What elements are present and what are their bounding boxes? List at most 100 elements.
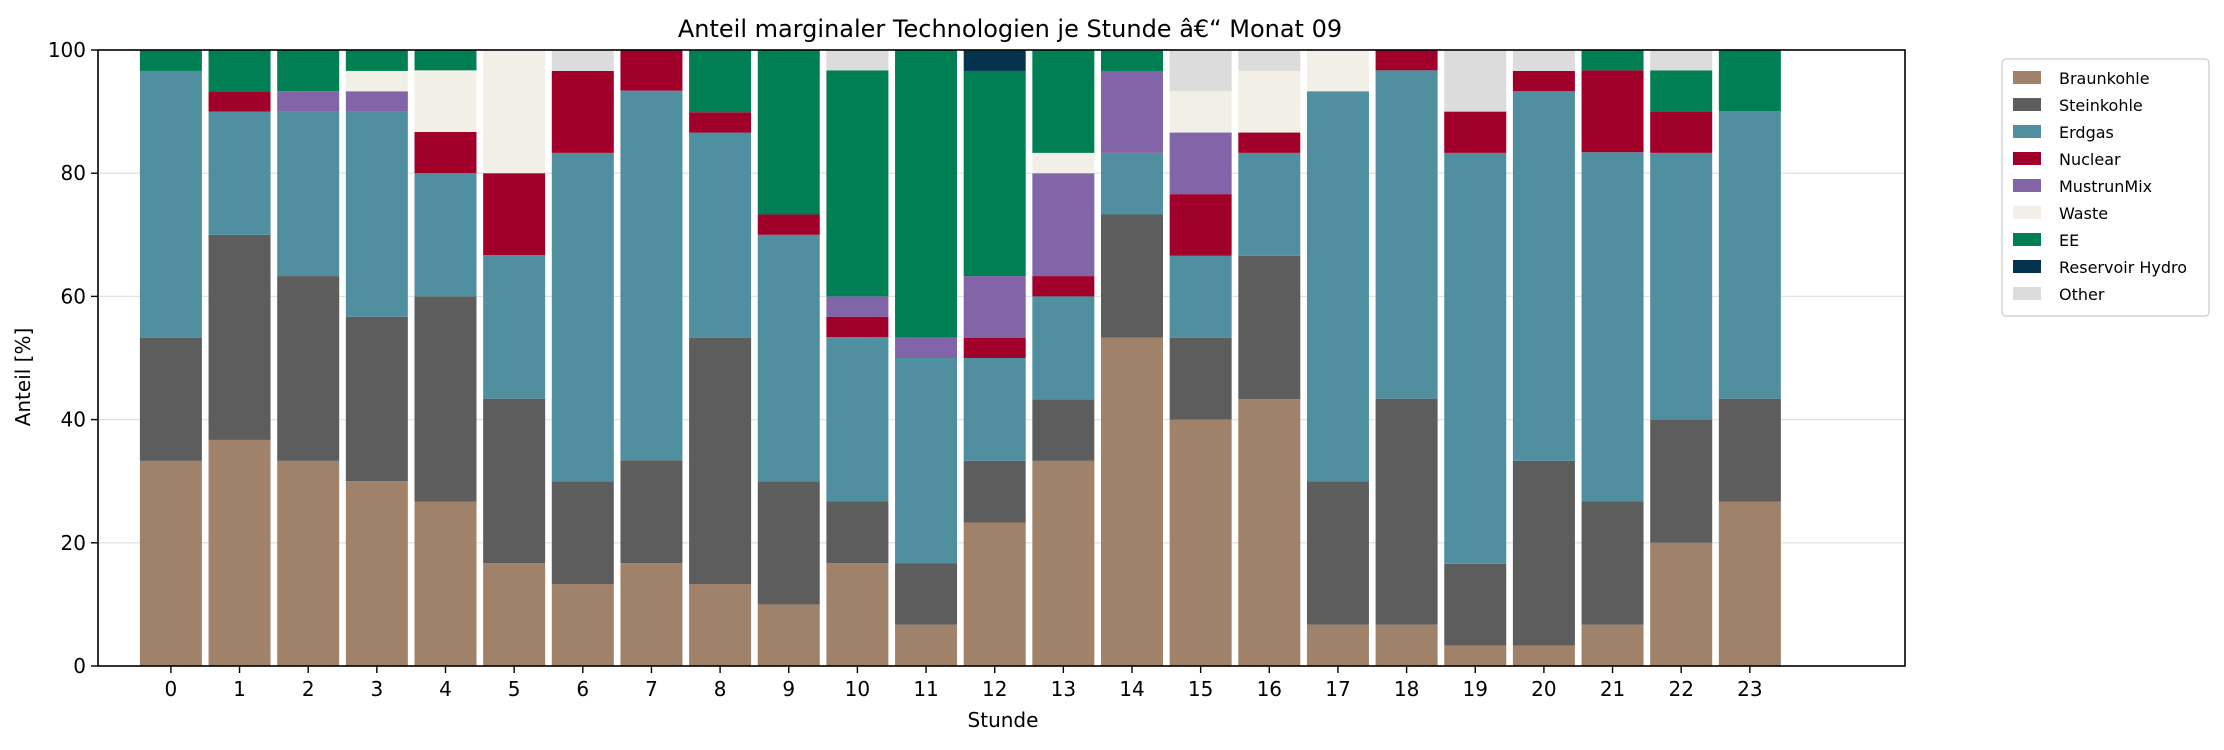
bar-segment [895, 563, 958, 625]
x-tick-label: 21 [1600, 677, 1625, 701]
bar-segment [1650, 111, 1713, 153]
bar-segment [277, 50, 340, 92]
legend: Braunkohle Steinkohle Erdgas Nuclear Mustrun… [2001, 58, 2210, 317]
legend-label: Reservoir Hydro [2059, 258, 2187, 277]
bar-segment [208, 111, 271, 235]
legend-label: EE [2059, 231, 2079, 250]
bar-segment [1032, 50, 1095, 153]
legend-label: Steinkohle [2059, 96, 2143, 115]
bar-segment [1032, 276, 1095, 297]
bar-segment [139, 460, 202, 666]
x-tick-label: 7 [645, 677, 658, 701]
legend-label: MustrunMix [2059, 177, 2152, 196]
bar-segment [1101, 214, 1163, 338]
bar-segment [1375, 624, 1438, 666]
x-tick-label: 15 [1188, 677, 1213, 701]
bar-segment [345, 316, 408, 482]
legend-swatch [2013, 125, 2041, 138]
y-tick-label: 20 [61, 531, 86, 555]
bar-segment [826, 501, 889, 564]
bar-segment [277, 276, 340, 461]
bar-segment [551, 584, 614, 666]
bar-segment [1032, 173, 1095, 277]
y-axis-label: Anteil [%] [11, 328, 35, 427]
legend-swatch [2013, 260, 2041, 273]
bar-segment [414, 70, 477, 132]
x-tick-label: 17 [1325, 677, 1350, 701]
x-tick-label: 0 [165, 677, 178, 701]
bars [139, 49, 1781, 666]
bar-segment [483, 563, 546, 666]
bar-segment [1512, 91, 1575, 461]
legend-label: Erdgas [2059, 123, 2114, 142]
bar-segment [551, 152, 614, 482]
y-tick-label: 80 [61, 161, 86, 185]
bar-segment [757, 50, 820, 215]
x-tick-label: 1 [233, 677, 246, 701]
bar-segment [414, 296, 477, 502]
bar-segment [277, 460, 340, 666]
bar-segment [1581, 152, 1644, 502]
bar-segment [1101, 152, 1163, 215]
bar-segment [277, 111, 340, 277]
x-tick-label: 5 [508, 677, 521, 701]
bar-segment [963, 358, 1026, 461]
x-tick-label: 4 [439, 677, 452, 701]
legend-swatch [2013, 206, 2041, 219]
bar-segment [1718, 398, 1781, 502]
bar-segment [826, 296, 889, 317]
bar-segment [1238, 132, 1301, 153]
legend-swatch [2013, 179, 2041, 192]
bar-segment [1444, 152, 1507, 564]
legend-label: Waste [2059, 204, 2108, 223]
bar-segment [1169, 91, 1232, 133]
bar-segment [277, 91, 340, 112]
bar-segment [757, 214, 820, 235]
legend-label: Braunkohle [2059, 69, 2150, 88]
x-tick-label: 12 [982, 677, 1007, 701]
bar-segment [1032, 152, 1095, 174]
bar-segment [1238, 399, 1301, 666]
bar-segment [1650, 419, 1713, 543]
bar-segment [1375, 50, 1438, 71]
bar-segment [1101, 337, 1163, 666]
x-tick-label: 9 [782, 677, 795, 701]
bar-segment [1650, 152, 1713, 420]
bar-segment [1169, 419, 1232, 666]
bar-segment [963, 70, 1026, 277]
x-tick-label: 23 [1737, 677, 1762, 701]
bar-segment [1512, 70, 1575, 92]
bar-segment [345, 481, 408, 666]
x-tick-label: 2 [302, 677, 315, 701]
bar-segment [1169, 337, 1232, 420]
bar-segment [345, 111, 408, 317]
legend-box [2001, 58, 2210, 317]
bar-segment [414, 501, 477, 666]
bar-segment [895, 50, 958, 338]
bar-segment [414, 131, 477, 174]
bar-segment [963, 276, 1026, 338]
x-tick-label: 6 [576, 677, 589, 701]
x-axis-label: Stunde [968, 708, 1039, 732]
bar-segment [1718, 110, 1781, 399]
bar-segment [1650, 542, 1713, 666]
bar-segment [1581, 624, 1644, 666]
bar-segment [414, 50, 477, 71]
y-tick-label: 0 [73, 654, 86, 678]
bar-segment [963, 50, 1026, 71]
bar-segment [551, 70, 614, 153]
bar-segment [689, 584, 752, 666]
x-tick-label: 13 [1051, 677, 1076, 701]
bar-segment [1169, 194, 1232, 256]
bar-segment [689, 112, 752, 133]
bar-segment [1650, 50, 1713, 71]
x-tick-label: 19 [1463, 677, 1488, 701]
x-tick-label: 8 [714, 677, 727, 701]
bar-segment [963, 522, 1026, 666]
bar-segment [620, 49, 683, 91]
legend-swatch [2013, 98, 2041, 111]
bar-segment [620, 90, 683, 461]
y-tick-label: 60 [61, 284, 86, 308]
bar-segment [139, 70, 202, 338]
